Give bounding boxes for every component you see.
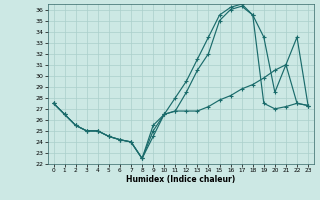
X-axis label: Humidex (Indice chaleur): Humidex (Indice chaleur): [126, 175, 236, 184]
